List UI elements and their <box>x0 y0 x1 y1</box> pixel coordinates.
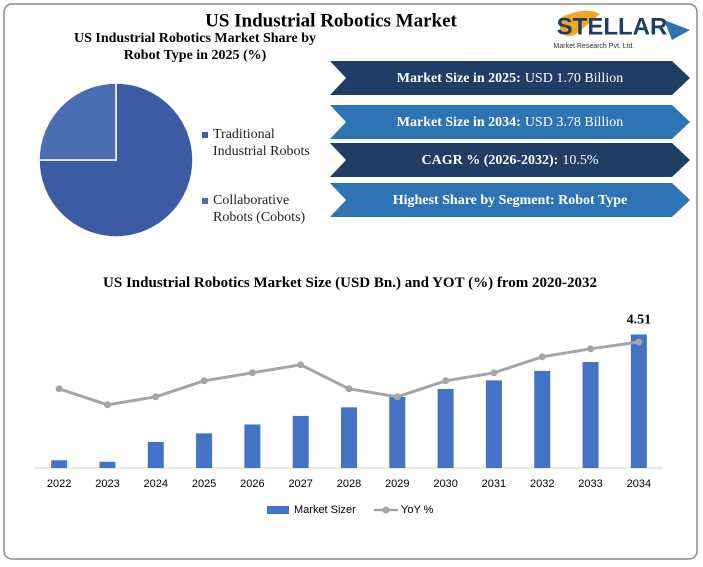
x-tick-label: 2034 <box>627 478 651 490</box>
legend-swatch <box>202 132 208 138</box>
bar <box>341 407 357 468</box>
pie-title: US Industrial Robotics Market Share by R… <box>73 31 317 63</box>
banner-text: Market Size in 2025: USD 1.70 Billion <box>397 71 623 86</box>
legend-swatch <box>267 506 289 514</box>
banner-value: 10.5% <box>562 153 599 168</box>
x-tick-label: 2026 <box>240 478 264 490</box>
legend-label: Traditional Industrial Robots <box>213 127 310 159</box>
x-tick-label: 2025 <box>192 478 216 490</box>
bar <box>244 424 261 468</box>
line-point <box>345 385 353 393</box>
line-point <box>248 369 256 377</box>
legend-swatch <box>202 198 208 204</box>
banner-text: Market Size in 2034: USD 3.78 Billion <box>397 115 623 130</box>
line-point <box>393 393 401 401</box>
bar <box>582 362 599 468</box>
banner <box>330 105 690 139</box>
x-tick-label: 2028 <box>337 478 361 490</box>
bar <box>389 396 406 468</box>
x-tick-label: 2023 <box>95 478 119 490</box>
logo-tagline: Market Research Pvt. Ltd. <box>554 43 635 50</box>
legend-label: YoY % <box>401 504 434 516</box>
bar-title: US Industrial Robotics Market Size (USD … <box>103 275 597 291</box>
banner-value: USD 1.70 Billion <box>525 71 623 86</box>
banner-label: Highest Share by Segment: Robot Type <box>393 193 628 208</box>
banner <box>330 143 690 177</box>
pie-slice <box>38 82 194 238</box>
line-point <box>538 353 546 361</box>
bar <box>485 380 502 468</box>
banner <box>330 61 690 95</box>
banner-text: CAGR % (2026-2032): 10.5% <box>421 153 598 168</box>
banner <box>330 183 690 217</box>
bar <box>534 370 551 468</box>
x-tick-label: 2030 <box>433 478 457 490</box>
line-point <box>200 377 208 385</box>
bar <box>99 461 116 468</box>
bar <box>292 415 309 468</box>
x-tick-label: 2033 <box>578 478 602 490</box>
line-point <box>55 385 63 393</box>
logo-arrow <box>664 20 690 40</box>
value-label: 4.51 <box>627 313 652 328</box>
line <box>58 340 640 407</box>
line-point <box>103 401 111 409</box>
bar <box>630 334 647 468</box>
line-point <box>152 393 160 401</box>
banner-label: Market Size in 2034: <box>397 115 521 130</box>
page-title: US Industrial Robotics Market <box>205 10 457 31</box>
pie-slice <box>38 82 117 161</box>
banner-value: USD 3.78 Billion <box>525 115 623 130</box>
x-tick-label: 2031 <box>482 478 506 490</box>
bar <box>51 460 68 468</box>
x-tick-label: 2029 <box>385 478 409 490</box>
legend-swatch <box>382 506 390 514</box>
bar <box>196 433 213 468</box>
banner-text: Highest Share by Segment: Robot Type <box>393 193 628 208</box>
x-tick-label: 2024 <box>144 478 168 490</box>
banner-label: Market Size in 2025: <box>397 71 521 86</box>
line-point <box>297 361 305 369</box>
bar <box>147 441 164 468</box>
legend-label: Market Sizer <box>294 504 356 516</box>
bar <box>437 388 454 468</box>
frame <box>3 3 698 560</box>
logo-name: STELLAR <box>557 13 668 40</box>
x-tick-label: 2022 <box>47 478 71 490</box>
x-tick-label: 2027 <box>288 478 312 490</box>
x-tick-label: 2032 <box>530 478 554 490</box>
line-point <box>635 338 643 346</box>
line-point <box>587 345 595 353</box>
logo-swoosh <box>560 10 600 37</box>
banner-label: CAGR % (2026-2032): <box>421 153 558 168</box>
legend-label: Collaborative Robots (Cobots) <box>213 193 306 225</box>
line-point <box>442 377 450 385</box>
line-point <box>490 369 498 377</box>
